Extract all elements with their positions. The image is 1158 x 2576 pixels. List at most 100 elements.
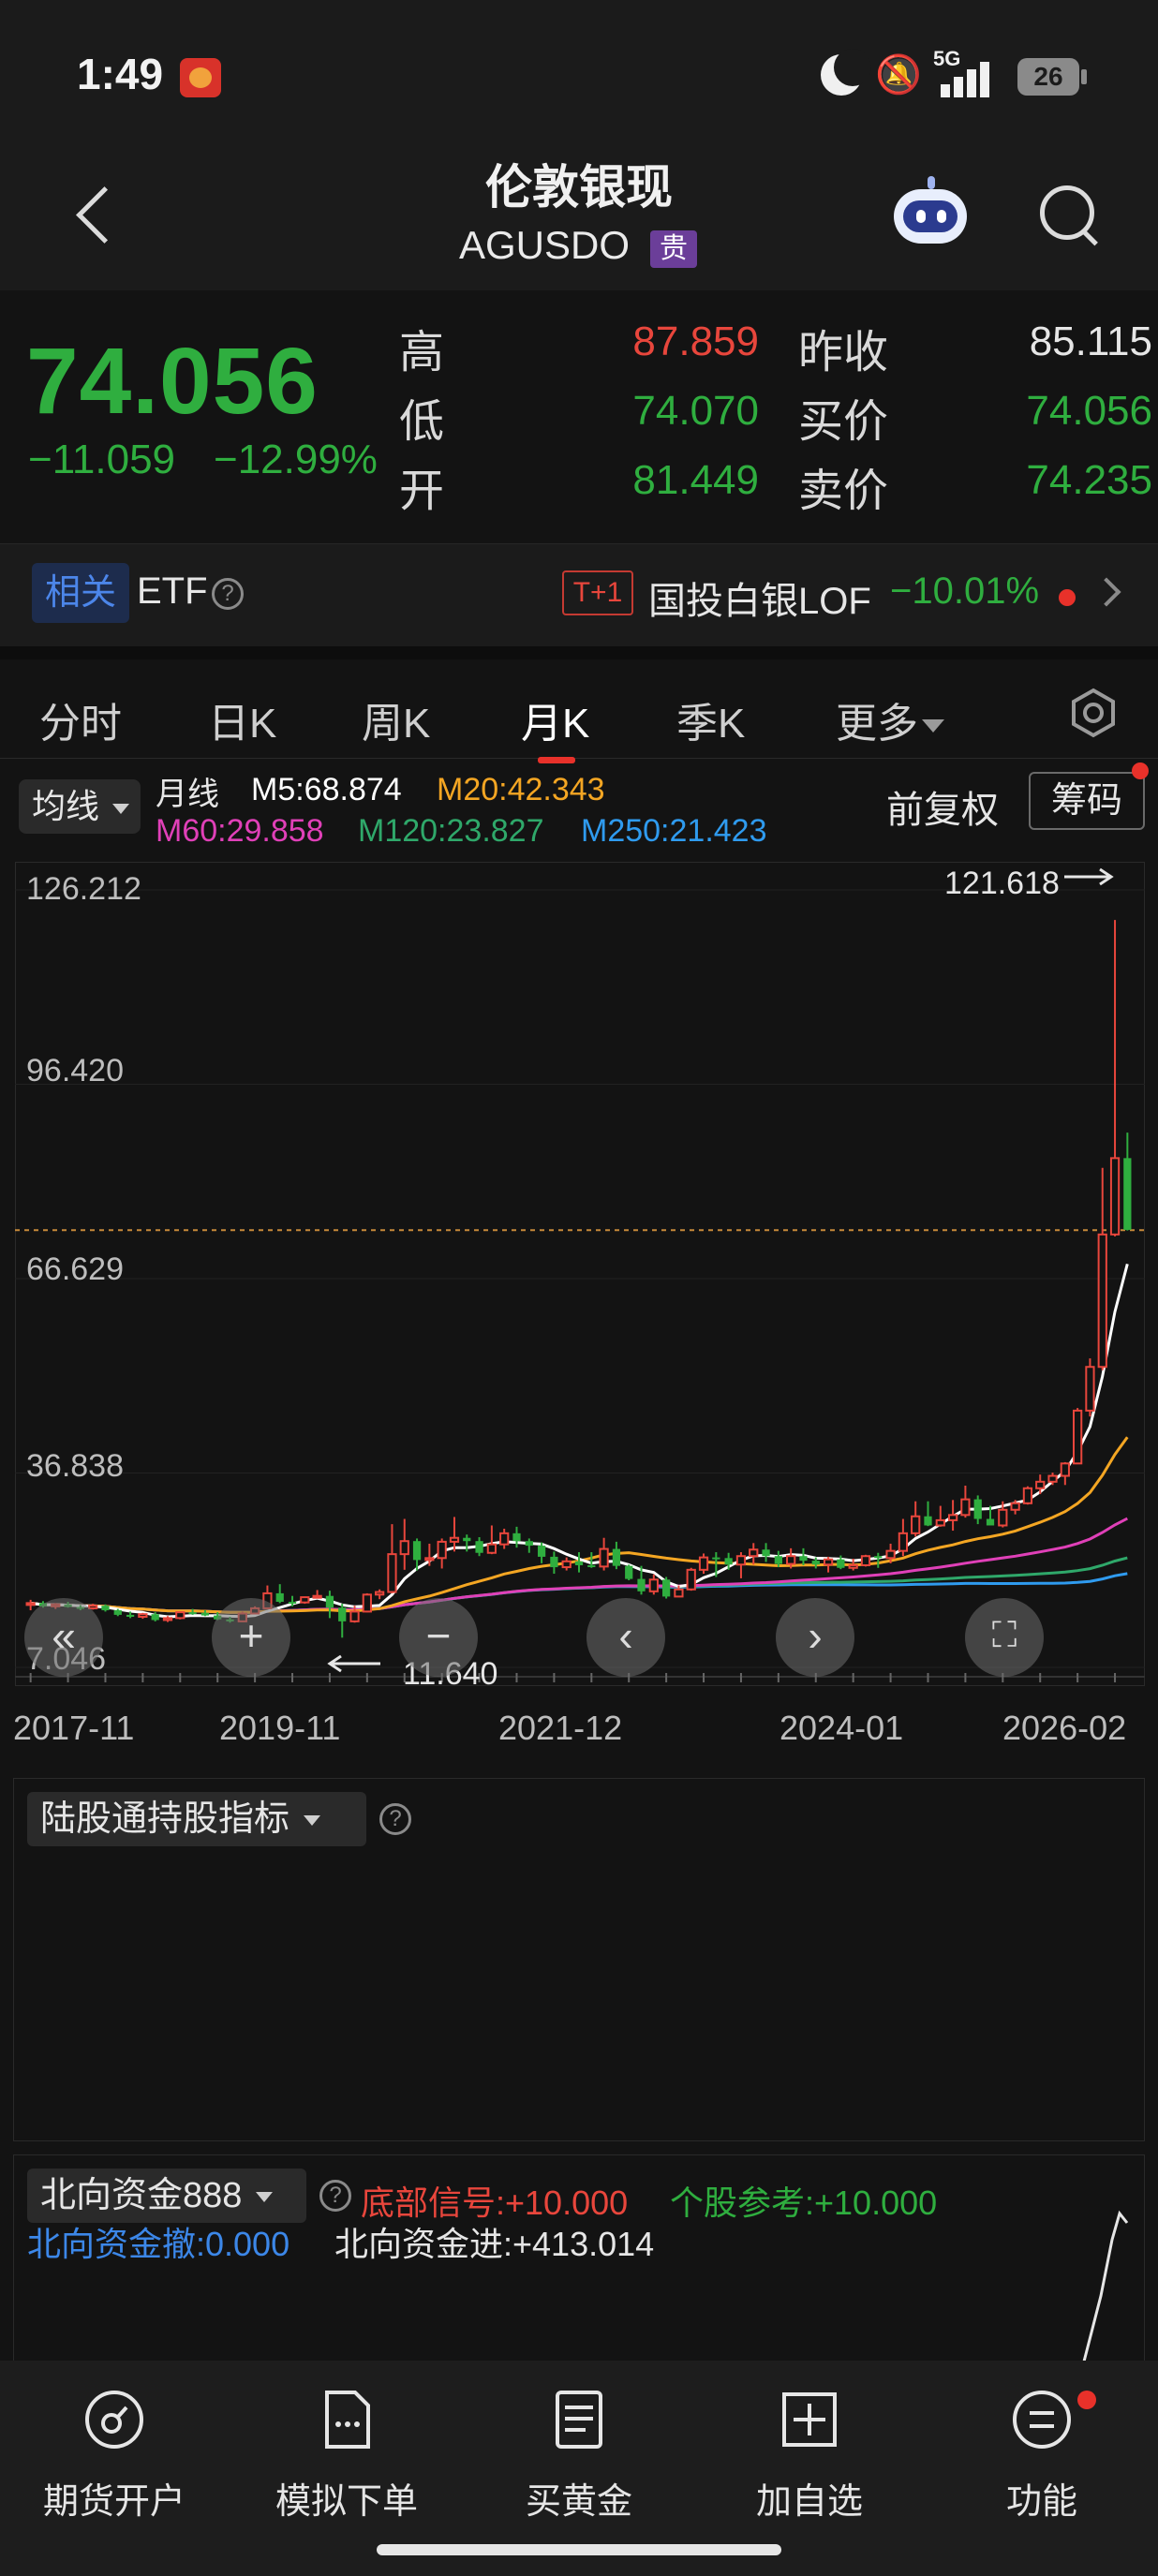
ma-selector[interactable]: 均线 — [19, 779, 141, 834]
candle-body — [188, 1612, 197, 1615]
candle-body — [288, 1601, 297, 1604]
ask-label: 卖价 — [798, 466, 889, 516]
last-price: 74.056 — [26, 329, 319, 434]
northbound-selector[interactable]: 北向资金888 — [27, 2169, 306, 2223]
nav-buy-gold[interactable]: 买黄金 — [485, 2389, 673, 2524]
candle-body — [25, 1602, 36, 1606]
y-tick-label: 126.212 — [26, 871, 141, 907]
candle-body — [101, 1606, 110, 1611]
candle-body — [537, 1546, 546, 1557]
nav-add-watchlist[interactable]: 加自选 — [716, 2389, 903, 2524]
related-fund-name[interactable]: 国投白银LOF — [648, 581, 871, 622]
y-tick-label: 66.629 — [26, 1251, 124, 1287]
fullscreen-icon[interactable]: ⛶ — [965, 1598, 1044, 1677]
candle-body — [499, 1532, 510, 1546]
zoom-out-icon[interactable]: − — [399, 1598, 478, 1677]
candle-body — [947, 1514, 958, 1521]
battery-icon: 26 — [1017, 58, 1087, 96]
tab-quarterly-k[interactable]: 季K — [676, 701, 746, 747]
notification-dot-icon — [1077, 2391, 1096, 2409]
ma60-value: M60:29.858 — [156, 813, 324, 849]
chart-settings-icon[interactable] — [1068, 688, 1119, 738]
notification-dot-icon — [1132, 762, 1149, 779]
help-icon[interactable]: ? — [212, 578, 244, 610]
bottom-signal-value: 底部信号:+10.000 — [361, 2184, 629, 2222]
indicator-selector[interactable]: 陆股通持股指标 — [27, 1792, 366, 1846]
nav-futures-account[interactable]: 期货开户 — [21, 2389, 208, 2524]
scroll-right-icon[interactable]: › — [776, 1598, 854, 1677]
tab-monthly-k[interactable]: 月K — [521, 701, 590, 747]
candle-body — [175, 1611, 186, 1620]
ask-value: 74.235 — [1026, 457, 1152, 503]
related-etf-bar[interactable]: 相关 ETF ? T+1 国投白银LOF −10.01% — [0, 543, 1158, 646]
caret-down-icon — [303, 1815, 320, 1827]
search-icon[interactable] — [1036, 182, 1100, 245]
candle-body — [686, 1568, 696, 1591]
period-tabs: 分时 日K 周K 月K 季K 更多 — [0, 646, 1158, 763]
tab-more[interactable]: 更多 — [836, 689, 944, 749]
candle-body — [637, 1578, 646, 1591]
help-icon[interactable]: ? — [379, 1803, 411, 1835]
functions-icon — [1013, 2391, 1071, 2449]
caret-down-icon — [255, 2192, 273, 2203]
tab-weekly-k[interactable]: 周K — [362, 701, 431, 747]
candle-body — [661, 1579, 671, 1597]
candle-body — [935, 1518, 945, 1527]
indicator-selector-label: 陆股通持股指标 — [40, 1799, 290, 1839]
nav-functions[interactable]: 功能 — [948, 2389, 1136, 2524]
quote-panel: 74.056 −11.059 −12.99% 高 87.859 低 74.070… — [0, 290, 1158, 543]
ai-assistant-icon[interactable] — [890, 176, 971, 247]
buy-gold-icon — [556, 2391, 602, 2449]
home-indicator[interactable] — [377, 2544, 781, 2555]
candle-body — [338, 1607, 347, 1621]
candle-body — [512, 1532, 521, 1542]
futures-account-icon — [85, 2391, 143, 2449]
adjust-mode[interactable]: 前复权 — [886, 790, 999, 831]
simulated-order-icon — [325, 2391, 370, 2449]
scroll-to-start-icon[interactable]: « — [24, 1598, 103, 1677]
candle-body — [1010, 1502, 1020, 1511]
help-icon[interactable]: ? — [319, 2180, 351, 2212]
ma-selector-label: 均线 — [32, 787, 100, 825]
candle-body — [885, 1549, 896, 1560]
high-label: 高 — [399, 328, 445, 378]
network-type: 5G — [933, 47, 961, 70]
chip-distribution-button[interactable]: 筹码 — [1029, 772, 1145, 830]
t1-badge: T+1 — [562, 570, 633, 615]
indicator-panel: 陆股通持股指标 ? — [13, 1778, 1145, 2141]
candle-body — [387, 1553, 397, 1593]
kline-chart[interactable] — [15, 862, 1145, 1686]
candle-body — [1035, 1480, 1046, 1489]
candle-body — [799, 1556, 808, 1562]
ma250-line — [30, 1572, 1128, 1614]
candle-body — [762, 1549, 770, 1557]
candle-body — [162, 1617, 173, 1621]
nav-label: 加自选 — [755, 2482, 863, 2522]
candle-body — [698, 1556, 709, 1571]
candle-body — [837, 1559, 845, 1568]
x-tick-label: 2021-12 — [498, 1709, 623, 1747]
candle-body — [424, 1557, 435, 1562]
low-value: 74.070 — [632, 388, 759, 434]
zoom-in-icon[interactable]: + — [212, 1598, 290, 1677]
candle-body — [475, 1541, 483, 1553]
nav-simulated-order[interactable]: 模拟下单 — [253, 2389, 440, 2524]
candle-body — [1085, 1366, 1095, 1412]
top-header: 伦敦银现 AGUSDO 贵 — [0, 141, 1158, 290]
x-tick-label: 2019-11 — [219, 1709, 341, 1747]
live-dot-icon — [1059, 589, 1076, 606]
ma250-value: M250:21.423 — [581, 813, 767, 849]
candle-body — [349, 1610, 360, 1622]
do-not-disturb-icon — [821, 49, 871, 96]
candle-body — [463, 1537, 471, 1542]
tab-intraday[interactable]: 分时 — [39, 701, 122, 747]
candle-body — [874, 1556, 883, 1559]
chevron-right-icon[interactable] — [1091, 577, 1121, 607]
candle-body — [486, 1543, 497, 1554]
tab-daily-k[interactable]: 日K — [208, 701, 277, 747]
scroll-left-icon[interactable]: ‹ — [586, 1598, 665, 1677]
candle-body — [1073, 1409, 1083, 1465]
instrument-title: 伦敦银现 — [485, 161, 673, 214]
candle-body — [362, 1593, 372, 1613]
x-tick-label: 2026-02 — [1002, 1709, 1127, 1747]
